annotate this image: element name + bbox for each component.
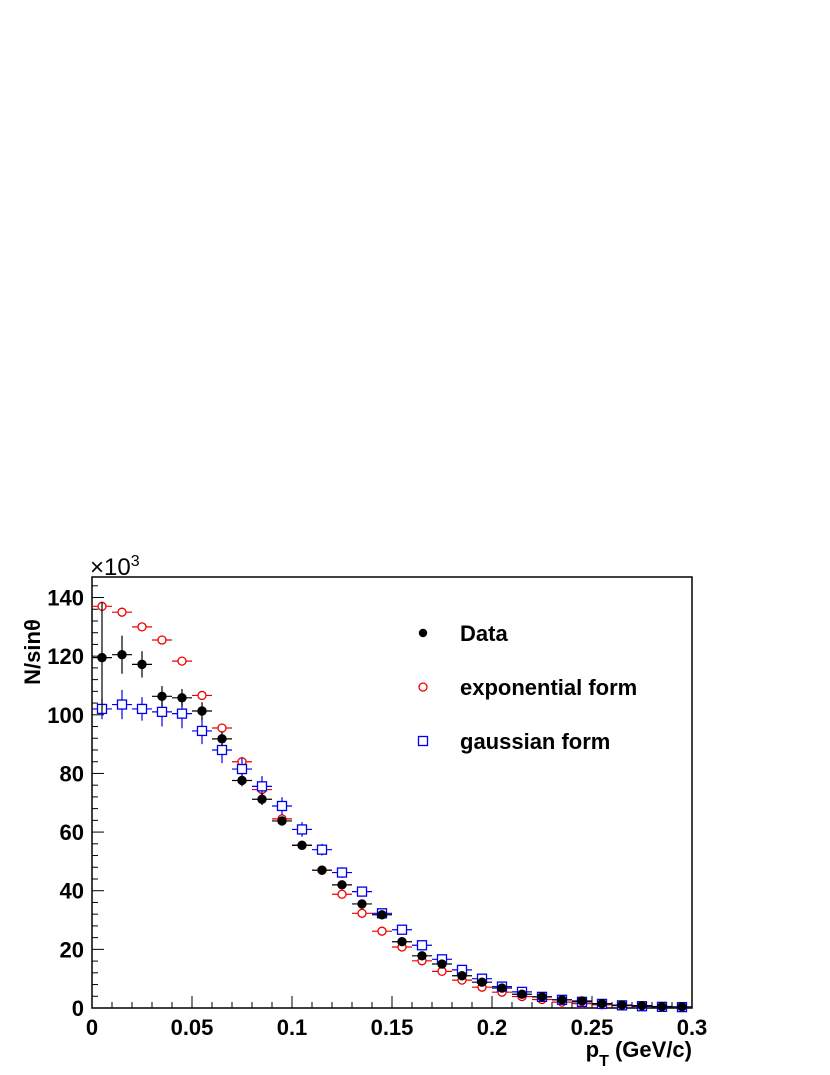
x-tick-label: 0.15 [371, 1015, 414, 1040]
data-point [337, 889, 347, 899]
data-point [477, 977, 487, 987]
data-point [236, 763, 248, 775]
data-point [196, 725, 208, 737]
legend: Data exponential form gaussian form [417, 621, 637, 754]
data-point [437, 959, 447, 969]
x-axis-title-main: p [586, 1037, 599, 1062]
data-point [597, 998, 607, 1009]
data-point [97, 652, 107, 663]
legend-marker-gaussian [417, 735, 429, 747]
y-axis-title: N/sinθ [20, 619, 45, 685]
data-point [417, 951, 427, 961]
data-point [176, 708, 188, 719]
data-point [317, 865, 327, 875]
data-point [416, 940, 428, 951]
data-point [256, 781, 268, 792]
data-point [177, 656, 187, 666]
data-point [276, 800, 288, 812]
data-point [296, 824, 308, 835]
y-tick-label: 40 [60, 879, 84, 904]
legend-marker-data [418, 628, 428, 638]
y-tick-label: 80 [60, 761, 84, 786]
y-tick-label: 100 [47, 703, 84, 728]
plot-frame [91, 576, 693, 1009]
legend-marker-exponential [418, 682, 428, 692]
data-point [277, 816, 287, 826]
data-point [137, 659, 147, 670]
data-point [357, 899, 367, 909]
data-point [356, 886, 368, 897]
y-tick-label: 60 [60, 820, 84, 845]
y-exponent-label: ×103 [90, 553, 140, 581]
x-tick-label: 0.05 [171, 1015, 214, 1040]
legend-label: gaussian form [460, 729, 610, 754]
data-point [617, 1000, 627, 1010]
data-point [177, 693, 187, 703]
y-tick-label: 20 [60, 937, 84, 962]
axis-ticks [91, 585, 693, 1009]
data-point [677, 1002, 687, 1012]
x-tick-label: 0.25 [571, 1015, 614, 1040]
x-axis-title-units: (GeV/c) [615, 1037, 692, 1062]
series-exponential-form [92, 601, 692, 1012]
data-point [137, 622, 147, 632]
data-point [197, 690, 207, 701]
data-point [397, 937, 407, 947]
data-point [116, 699, 128, 710]
y-tick-label: 120 [47, 644, 84, 669]
data-point [156, 706, 168, 718]
data-point [497, 983, 507, 993]
y-exponent-power: 3 [131, 553, 140, 570]
data-point [197, 706, 207, 716]
data-point [577, 996, 587, 1006]
x-tick-label: 0.2 [477, 1015, 508, 1040]
data-point [377, 910, 387, 920]
x-tick-label: 0 [86, 1015, 98, 1040]
data-point [217, 723, 227, 733]
series-layer [92, 601, 692, 1013]
data-point [297, 840, 307, 850]
data-point [657, 1001, 667, 1012]
series-data [92, 601, 692, 1012]
data-point [336, 867, 348, 878]
x-axis-title-sub: T [599, 1053, 609, 1070]
x-axis-title: pT (GeV/c) [586, 1037, 692, 1070]
data-point [337, 880, 347, 890]
data-point [637, 1000, 647, 1011]
data-point [237, 775, 247, 786]
y-tick-label: 140 [47, 586, 84, 611]
data-point [396, 924, 408, 935]
data-point [517, 989, 527, 999]
data-point [216, 744, 228, 756]
data-point [136, 703, 148, 715]
data-point [316, 844, 328, 855]
data-point [377, 926, 387, 936]
x-tick-label: 0.1 [277, 1015, 308, 1040]
data-point [117, 607, 127, 617]
data-point [557, 995, 567, 1005]
y-tick-label: 0 [72, 996, 84, 1021]
data-point [217, 734, 227, 744]
legend-label: Data [460, 621, 508, 646]
y-tick-labels: 0 20 40 60 80 100 120 140 [47, 586, 84, 1021]
legend-label: exponential form [460, 675, 637, 700]
data-point [257, 794, 267, 804]
data-point [537, 992, 547, 1002]
data-point [157, 691, 167, 702]
data-point [357, 908, 367, 918]
data-point [117, 649, 127, 660]
data-point [157, 635, 167, 645]
x-tick-label: 0.3 [677, 1015, 708, 1040]
data-point [457, 971, 467, 981]
x-tick-labels: 0 0.05 0.1 0.15 0.2 0.25 0.3 [86, 1015, 707, 1040]
